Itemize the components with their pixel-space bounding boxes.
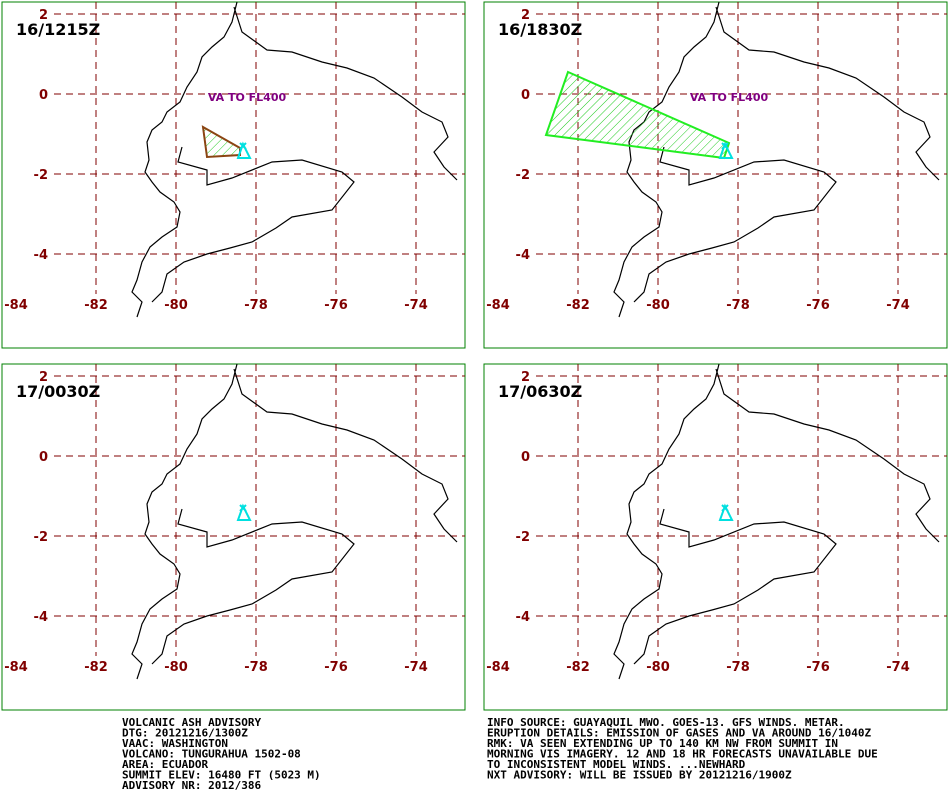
lon-label: -80 [164, 298, 188, 313]
lon-label: -78 [244, 298, 268, 313]
panel-frame [1, 1, 466, 349]
lon-label: -78 [726, 298, 750, 313]
va-label: VA TO FL400 [690, 91, 769, 104]
lat-label: 0 [39, 450, 48, 465]
lat-label: 0 [521, 88, 530, 103]
border [715, 6, 940, 181]
advisory-line: MORNING VIS IMAGERY. 12 AND 18 HR FORECA… [487, 748, 878, 761]
lat-label: -4 [34, 610, 48, 625]
lat-label: -4 [34, 248, 48, 263]
ash-area [201, 125, 241, 159]
panel-frame [1, 363, 466, 711]
va-label: VA TO FL400 [208, 91, 287, 104]
lon-label: -82 [566, 298, 590, 313]
border [151, 146, 355, 303]
map-panel: -84 -82 -80 -78 -76 -74 2 0 -2 -4 16/1215Z VA TO FL… [1, 1, 466, 349]
border [233, 368, 458, 543]
coastline [613, 363, 720, 680]
ash-area [544, 70, 731, 160]
lat-label: -2 [34, 168, 48, 183]
map-panel: -84 -82 -80 -78 -76 -74 2 0 -2 -4 16/1830Z VA TO FL… [483, 1, 948, 349]
lat-label: 0 [39, 88, 48, 103]
lat-label: 2 [521, 370, 530, 385]
panel-frame [483, 363, 948, 711]
map-panel: -84 -82 -80 -78 -76 -74 2 0 -2 -4 17/0030Z [1, 363, 466, 711]
lat-label: -2 [516, 168, 530, 183]
coastline [613, 1, 720, 318]
lon-label: -84 [486, 660, 510, 675]
lon-label: -74 [886, 660, 910, 675]
lon-label: -80 [646, 298, 670, 313]
lon-label: -80 [164, 660, 188, 675]
lat-label: -2 [516, 530, 530, 545]
lon-label: -76 [806, 298, 830, 313]
lon-label: -78 [726, 660, 750, 675]
panel-frame [483, 1, 948, 349]
volcano [718, 141, 734, 159]
lat-label: -2 [34, 530, 48, 545]
advisory-line: AREA: ECUADOR [122, 758, 208, 771]
coastline [131, 363, 238, 680]
advisory-line: ERUPTION DETAILS: EMISSION OF GASES AND … [487, 727, 871, 740]
advisory-line: TO INCONSISTENT MODEL WINDS. ...NEWHARD [487, 758, 746, 771]
valid-time: 16/1215Z [16, 20, 100, 39]
advisory-line: INFO SOURCE: GUAYAQUIL MWO. GOES-13. GFS… [487, 716, 845, 729]
advisory-line: VOLCANIC ASH ADVISORY [122, 716, 261, 729]
lat-label: -4 [516, 248, 530, 263]
border [151, 508, 355, 665]
advisory-line: RMK: VA SEEN EXTENDING UP TO 140 KM NW F… [487, 737, 838, 750]
border [633, 508, 837, 665]
volcano [236, 141, 252, 159]
border [233, 6, 458, 181]
lat-label: 0 [521, 450, 530, 465]
lon-label: -74 [404, 660, 428, 675]
border [715, 368, 940, 543]
map-panel: -84 -82 -80 -78 -76 -74 2 0 -2 -4 17/0630Z [483, 363, 948, 711]
valid-time: 17/0030Z [16, 382, 100, 401]
lat-label: -4 [516, 610, 530, 625]
volcano [236, 503, 252, 521]
advisory-line: ADVISORY NR: 2012/386 [122, 779, 261, 792]
advisory-line: VOLCANO: TUNGURAHUA 1502-08 [122, 748, 301, 761]
lat-label: 2 [521, 8, 530, 23]
lon-label: -76 [324, 298, 348, 313]
lat-label: 2 [39, 8, 48, 23]
lon-label: -84 [4, 660, 28, 675]
volcano [718, 503, 734, 521]
advisory-line: SUMMIT ELEV: 16480 FT (5023 M) [122, 769, 321, 782]
lon-label: -82 [566, 660, 590, 675]
advisory-line: NXT ADVISORY: WILL BE ISSUED BY 20121216… [487, 769, 792, 782]
advisory-line: VAAC: WASHINGTON [122, 737, 228, 750]
lon-label: -82 [84, 660, 108, 675]
valid-time: 17/0630Z [498, 382, 582, 401]
border [633, 146, 837, 303]
lon-label: -74 [886, 298, 910, 313]
valid-time: 16/1830Z [498, 20, 582, 39]
lon-label: -76 [806, 660, 830, 675]
lon-label: -78 [244, 660, 268, 675]
lon-label: -84 [486, 298, 510, 313]
lat-label: 2 [39, 370, 48, 385]
coastline [131, 1, 238, 318]
lon-label: -74 [404, 298, 428, 313]
lon-label: -76 [324, 660, 348, 675]
lon-label: -82 [84, 298, 108, 313]
lon-label: -80 [646, 660, 670, 675]
advisory-line: DTG: 20121216/1300Z [122, 727, 248, 740]
lon-label: -84 [4, 298, 28, 313]
